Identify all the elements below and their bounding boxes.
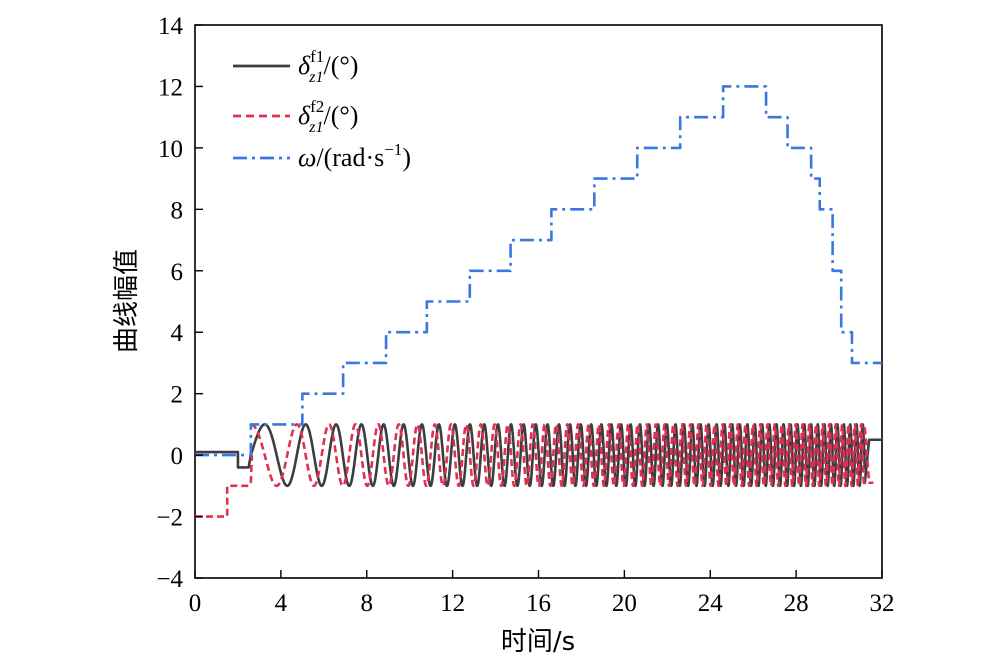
y-tick-label: 12 <box>158 74 183 101</box>
legend-2-symbol: δ <box>298 101 311 130</box>
legend-1-superscript: f1 <box>310 47 324 66</box>
y-tick-label: 2 <box>171 382 184 409</box>
y-tick-label: 14 <box>158 13 184 40</box>
legend-3-unit-exp: −1 <box>384 140 402 159</box>
y-tick-label: −4 <box>156 566 183 593</box>
x-tick-label: 28 <box>784 590 809 617</box>
legend-2-superscript: f2 <box>310 97 324 116</box>
legend-3-unit-close: ) <box>402 143 411 172</box>
legend-1-unit: /(°) <box>324 51 359 80</box>
legend-label-2: δf2 z1/(°) <box>298 97 358 136</box>
series-omega <box>195 85 882 457</box>
x-tick-label: 4 <box>275 590 288 617</box>
y-tick-label: 8 <box>171 197 184 224</box>
x-tick-label: 24 <box>698 590 724 617</box>
legend-label-1: δf1 z1/(°) <box>298 47 358 86</box>
x-axis-title: 时间/s <box>501 627 575 657</box>
legend-1-symbol: δ <box>298 51 311 80</box>
legend-label-3: ω/(rad·s−1) <box>298 140 411 172</box>
legend: δf1 z1/(°) δf2 z1/(°) ω/(rad·s−1) <box>233 47 411 172</box>
series-delta-f2-oscillation <box>249 423 867 488</box>
y-axis-title: 曲线幅值 <box>112 249 142 353</box>
x-tick-label: 16 <box>526 590 551 617</box>
y-tick-label: 6 <box>171 259 184 286</box>
x-tick-label: 20 <box>612 590 637 617</box>
y-tick-label: 10 <box>158 136 183 163</box>
y-tick-label: 4 <box>171 320 184 347</box>
series-delta-f1-pre <box>195 450 253 469</box>
legend-2-subscript: z1 <box>308 119 323 136</box>
legend-3-unit: /(rad·s <box>316 143 384 172</box>
legend-3-symbol: ω <box>298 143 316 172</box>
x-tick-label: 12 <box>440 590 465 617</box>
series-delta-f2-post <box>863 427 874 485</box>
y-tick-label: −2 <box>156 505 183 532</box>
series-delta-f1-post <box>863 438 882 483</box>
series-layer <box>195 85 882 518</box>
legend-2-unit: /(°) <box>324 101 359 130</box>
y-tick-label: 0 <box>171 443 184 470</box>
x-tick-label: 32 <box>870 590 895 617</box>
x-tick-label: 8 <box>361 590 374 617</box>
x-tick-label: 0 <box>189 590 202 617</box>
legend-1-subscript: z1 <box>308 69 323 86</box>
series-delta-f2-pre <box>195 455 254 518</box>
series-delta-f1-oscillation <box>249 423 867 488</box>
